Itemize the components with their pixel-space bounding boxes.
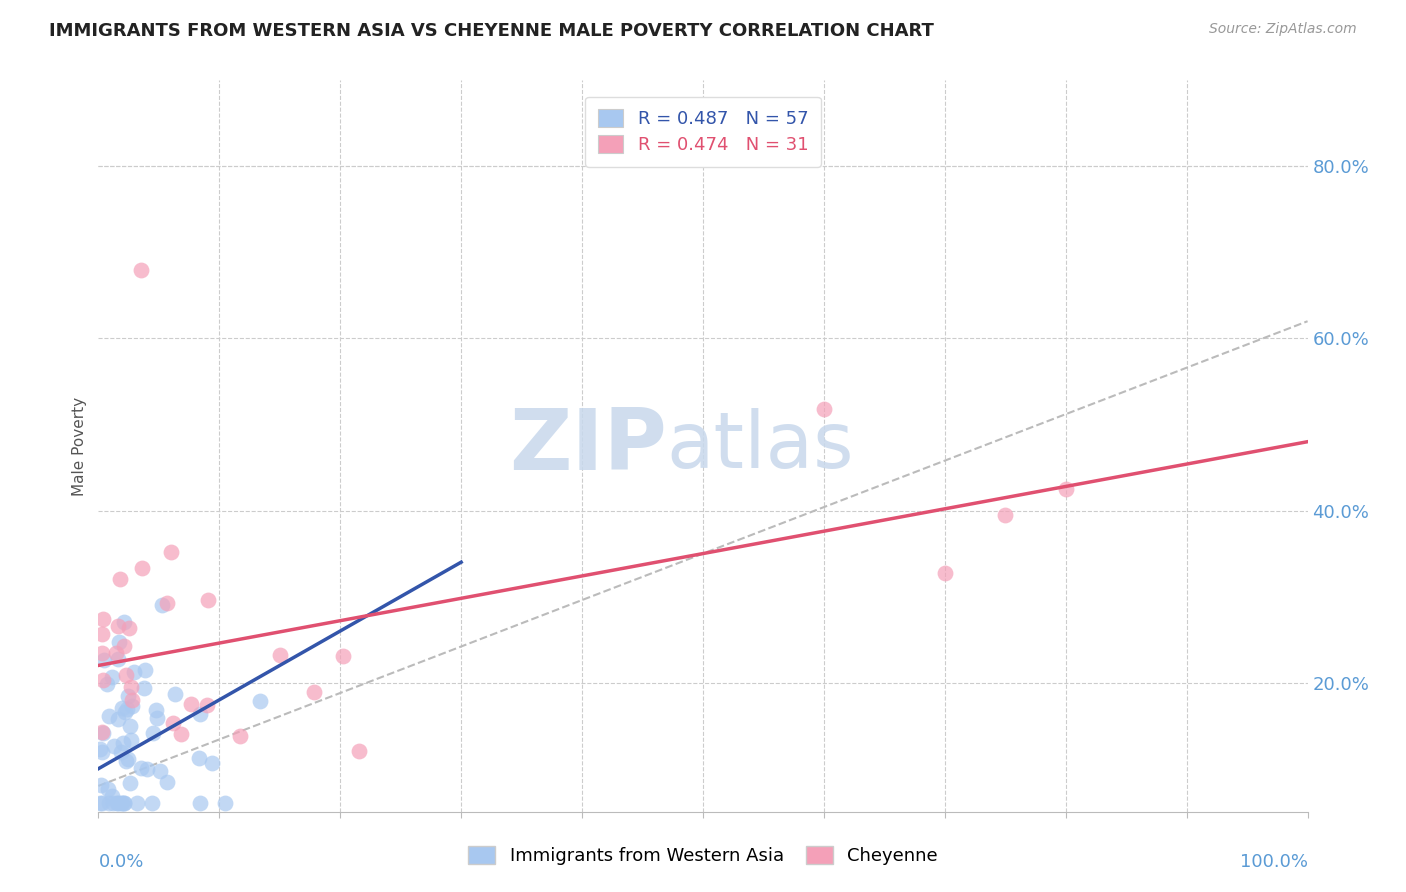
Point [228, 729, 250, 743]
Point [89, 742, 111, 756]
Point [156, 775, 179, 789]
Point [89, 796, 111, 810]
Point [107, 619, 129, 633]
Point [152, 598, 174, 612]
Point [141, 796, 163, 810]
Point [124, 665, 146, 679]
Point [103, 739, 125, 753]
Text: 0.0%: 0.0% [98, 853, 143, 871]
Point [112, 615, 135, 630]
Point [142, 726, 165, 740]
Point [162, 715, 184, 730]
Point [188, 706, 211, 721]
Point [188, 796, 211, 810]
Point [813, 402, 835, 417]
Point [1054, 482, 1077, 496]
Point [180, 698, 202, 712]
Point [91, 724, 114, 739]
Point [994, 508, 1017, 522]
Point [115, 668, 138, 682]
Point [118, 776, 141, 790]
Point [91, 726, 114, 740]
Text: 100.0%: 100.0% [1240, 853, 1308, 871]
Point [91, 673, 114, 688]
Point [934, 566, 956, 581]
Point [115, 702, 138, 716]
Point [129, 262, 152, 277]
Point [96, 677, 118, 691]
Point [269, 648, 291, 662]
Point [159, 544, 181, 558]
Point [111, 700, 134, 714]
Point [120, 733, 142, 747]
Point [108, 572, 131, 586]
Point [118, 621, 141, 635]
Point [214, 796, 236, 810]
Point [90, 745, 112, 759]
Point [149, 764, 172, 779]
Point [132, 681, 155, 695]
Point [97, 782, 120, 797]
Point [118, 719, 141, 733]
Point [115, 754, 138, 768]
Point [155, 596, 177, 610]
Legend: Immigrants from Western Asia, Cheyenne: Immigrants from Western Asia, Cheyenne [460, 838, 946, 874]
Point [135, 762, 157, 776]
Point [107, 796, 129, 810]
Point [117, 690, 139, 704]
Point [117, 752, 139, 766]
Point [131, 561, 153, 575]
Point [112, 796, 135, 810]
Y-axis label: Male Poverty: Male Poverty [72, 396, 87, 496]
Point [134, 663, 156, 677]
Point [101, 789, 124, 803]
Point [187, 751, 209, 765]
Point [107, 712, 129, 726]
Point [112, 640, 135, 654]
Point [145, 703, 167, 717]
Point [105, 646, 128, 660]
Point [90, 778, 112, 792]
Point [121, 699, 143, 714]
Point [107, 635, 129, 649]
Text: atlas: atlas [666, 408, 855, 484]
Point [114, 705, 136, 719]
Point [107, 651, 129, 665]
Point [110, 796, 132, 810]
Text: IMMIGRANTS FROM WESTERN ASIA VS CHEYENNE MALE POVERTY CORRELATION CHART: IMMIGRANTS FROM WESTERN ASIA VS CHEYENNE… [49, 22, 934, 40]
Point [349, 744, 371, 758]
Point [146, 711, 169, 725]
Legend: R = 0.487   N = 57, R = 0.474   N = 31: R = 0.487 N = 57, R = 0.474 N = 31 [585, 96, 821, 167]
Point [101, 796, 124, 810]
Point [304, 685, 326, 699]
Point [127, 796, 149, 810]
Point [111, 796, 134, 810]
Point [170, 727, 193, 741]
Text: Source: ZipAtlas.com: Source: ZipAtlas.com [1209, 22, 1357, 37]
Point [97, 796, 120, 810]
Point [93, 653, 115, 667]
Point [90, 796, 112, 810]
Point [112, 796, 135, 810]
Point [110, 745, 132, 759]
Text: ZIP: ZIP [509, 404, 666, 488]
Point [197, 593, 219, 607]
Point [98, 709, 121, 723]
Point [91, 627, 114, 641]
Point [120, 680, 142, 694]
Point [121, 693, 143, 707]
Point [105, 796, 128, 810]
Point [111, 736, 134, 750]
Point [129, 761, 152, 775]
Point [249, 693, 271, 707]
Point [165, 687, 187, 701]
Point [195, 698, 218, 712]
Point [91, 612, 114, 626]
Point [100, 670, 122, 684]
Point [201, 756, 224, 771]
Point [91, 646, 114, 660]
Point [332, 648, 354, 663]
